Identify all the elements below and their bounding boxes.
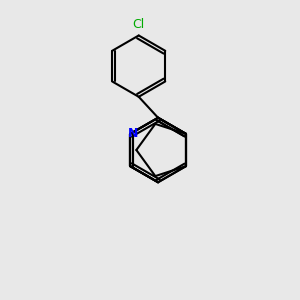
Text: Cl: Cl [133, 18, 145, 31]
Text: N: N [128, 128, 138, 140]
